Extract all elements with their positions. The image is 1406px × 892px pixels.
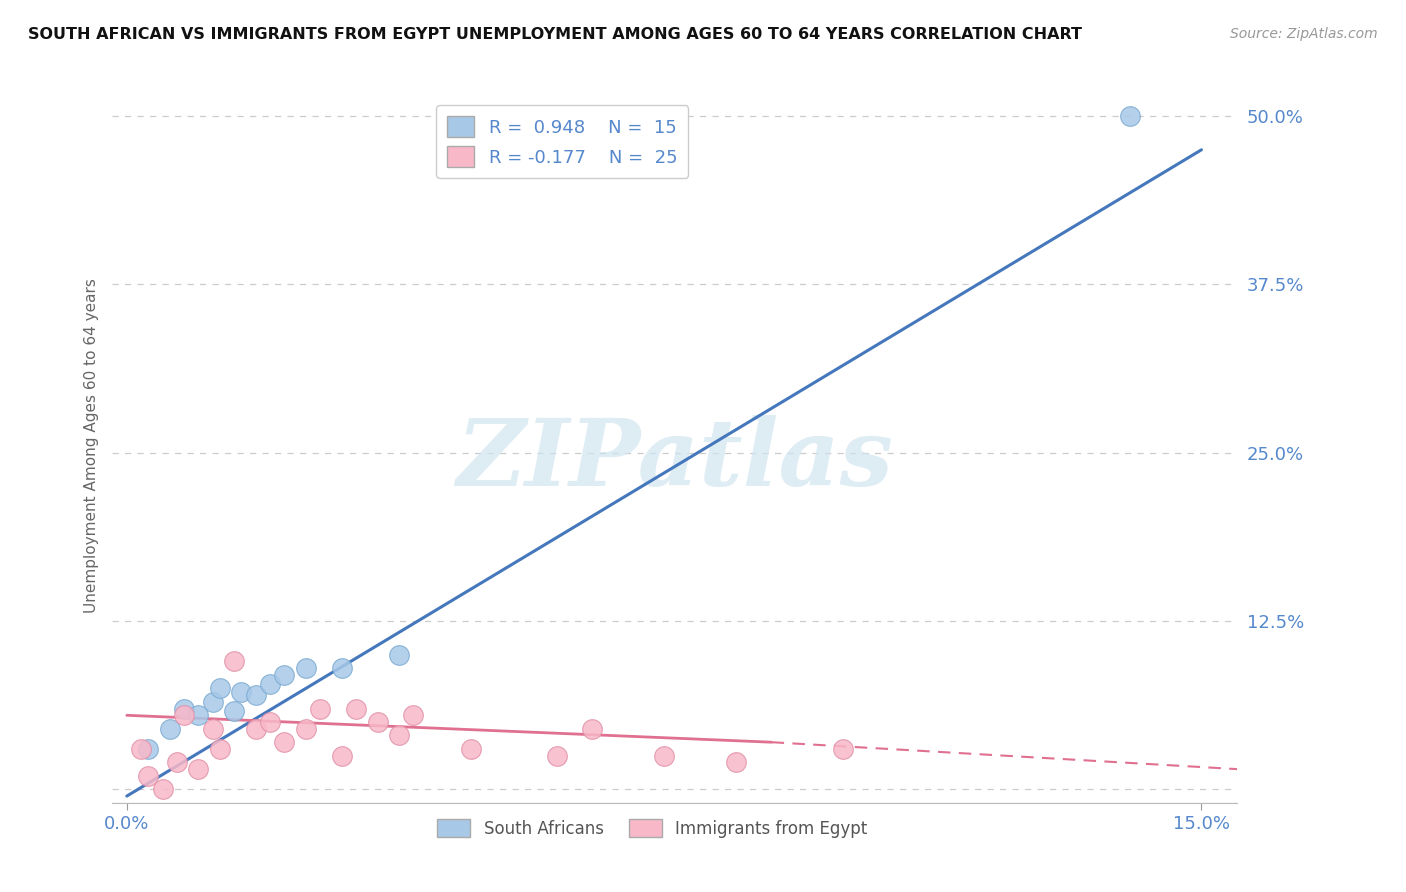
Point [309,701,332,715]
Point [344,701,367,715]
Point [224,704,246,718]
Text: SOUTH AFRICAN VS IMMIGRANTS FROM EGYPT UNEMPLOYMENT AMONG AGES 60 TO 64 YEARS CO: SOUTH AFRICAN VS IMMIGRANTS FROM EGYPT U… [28,27,1083,42]
Point [208,742,231,756]
Point [152,782,174,797]
Point [259,714,281,729]
Point [136,742,159,756]
Point [546,748,568,763]
Point [187,762,209,776]
Point [330,661,353,675]
Point [173,701,195,715]
Point [367,714,389,729]
Legend: South Africans, Immigrants from Egypt: South Africans, Immigrants from Egypt [430,813,875,845]
Point [201,695,224,709]
Point [224,655,246,669]
Point [724,756,747,770]
Point [330,748,353,763]
Y-axis label: Unemployment Among Ages 60 to 64 years: Unemployment Among Ages 60 to 64 years [83,278,98,614]
Point [1119,109,1142,123]
Point [231,685,253,699]
Text: ZIPatlas: ZIPatlas [457,416,893,505]
Point [173,708,195,723]
Point [245,722,267,736]
Point [402,708,425,723]
Point [832,742,855,756]
Point [187,708,209,723]
Point [388,729,411,743]
Point [201,722,224,736]
Point [581,722,603,736]
Point [159,722,181,736]
Point [245,688,267,702]
Point [273,735,295,749]
Point [259,677,281,691]
Point [652,748,675,763]
Point [295,661,318,675]
Point [166,756,188,770]
Point [136,769,159,783]
Point [273,668,295,682]
Point [208,681,231,696]
Text: Source: ZipAtlas.com: Source: ZipAtlas.com [1230,27,1378,41]
Point [460,742,482,756]
Point [295,722,318,736]
Point [129,742,152,756]
Point [388,648,411,662]
